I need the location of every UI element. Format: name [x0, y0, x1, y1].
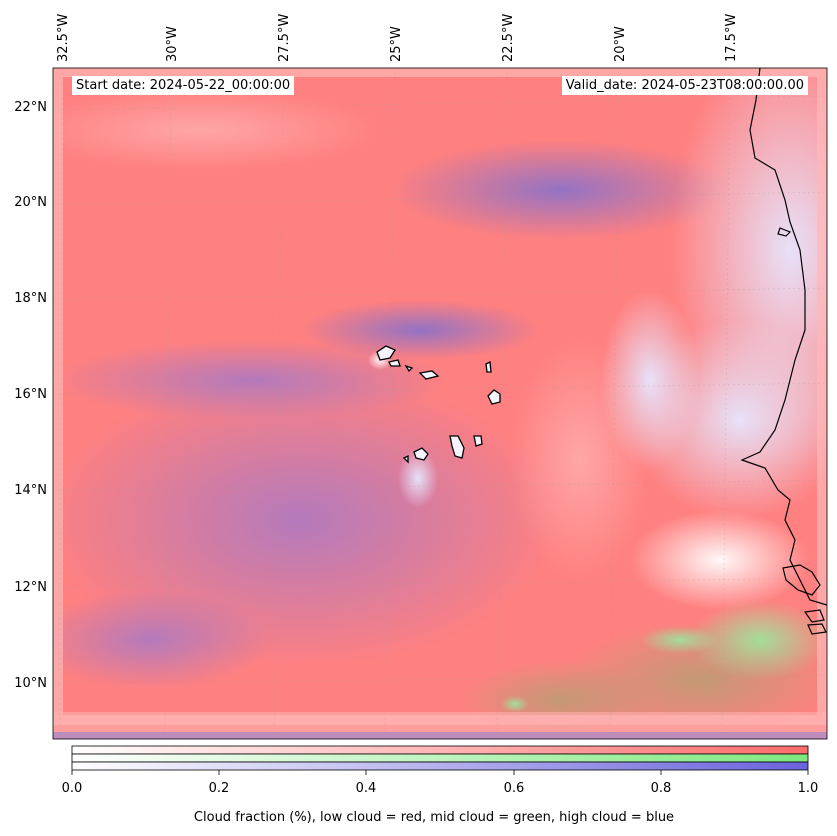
- coastline: [740, 68, 827, 635]
- lon-label: 17.5°W: [724, 14, 739, 62]
- lon-label: 22.5°W: [501, 14, 516, 62]
- lat-label: 18°N: [14, 291, 47, 306]
- colorbar-label: Cloud fraction (%), low cloud = red, mid…: [194, 810, 674, 825]
- lat-label: 14°N: [14, 483, 47, 498]
- colorbar-tick-label: 0.0: [62, 781, 83, 796]
- latitude-labels: 22°N 20°N 18°N 16°N 14°N 12°N 10°N: [14, 100, 47, 691]
- lon-label: 20°W: [613, 26, 628, 62]
- lon-label: 25°W: [389, 26, 404, 62]
- map-frame: [52, 67, 828, 740]
- lat-label: 12°N: [14, 580, 47, 595]
- colorbar: 0.0 0.2 0.4 0.6 0.8 1.0 Cloud fraction (…: [62, 745, 819, 825]
- valid-date-label: Valid_date: 2024-05-23T08:00:00.00: [561, 76, 808, 95]
- lon-label: 27.5°W: [277, 14, 292, 62]
- start-date-label: Start date: 2024-05-22_00:00:00: [72, 76, 295, 95]
- colorbar-red: [71, 745, 809, 755]
- lon-label: 30°W: [165, 26, 180, 62]
- lat-label: 10°N: [14, 676, 47, 691]
- cloud-field: [53, 68, 827, 739]
- longitude-labels: 32.5°W 30°W 27.5°W 25°W 22.5°W 20°W 17.5…: [56, 14, 739, 62]
- lat-label: 22°N: [14, 100, 47, 115]
- colorbar-tick-label: 0.2: [209, 781, 230, 796]
- colorbar-blue: [71, 761, 809, 771]
- colorbar-tick-label: 1.0: [798, 781, 819, 796]
- lat-label: 16°N: [14, 387, 47, 402]
- colorbar-tick-label: 0.4: [356, 781, 377, 796]
- lat-label: 20°N: [14, 195, 47, 210]
- graticule: [53, 68, 827, 739]
- colorbar-green: [71, 753, 809, 763]
- lon-label: 32.5°W: [56, 14, 71, 62]
- colorbar-ticks: [71, 770, 809, 775]
- colorbar-tick-label: 0.6: [504, 781, 525, 796]
- colorbar-tick-label: 0.8: [651, 781, 672, 796]
- cape-verde-islands: [376, 345, 501, 464]
